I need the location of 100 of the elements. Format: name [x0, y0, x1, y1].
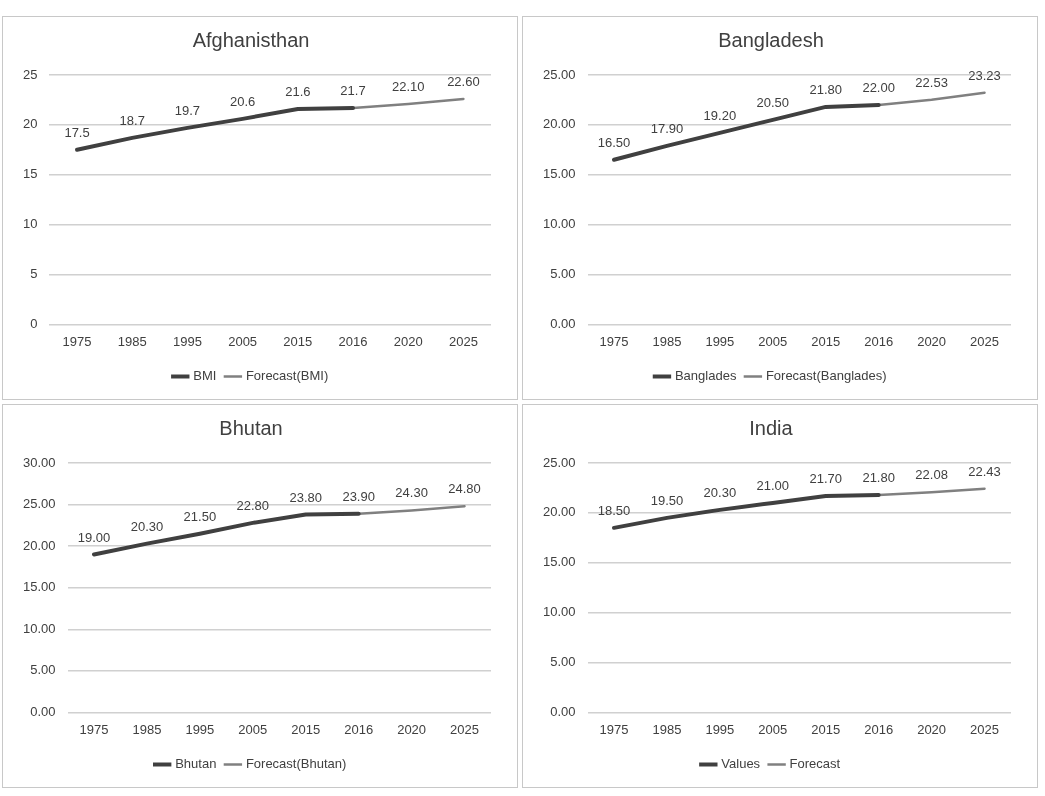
x-tick-label: 1995 [705, 721, 735, 737]
data-label: 24.30 [395, 485, 428, 501]
data-label: 17.90 [650, 120, 684, 136]
y-tick-label: 20.00 [542, 116, 576, 132]
legend-label: Forecast(BMI) [245, 368, 329, 384]
x-tick-label: 1995 [185, 721, 215, 737]
legend-label: Banglades [674, 368, 737, 384]
y-tick-label: 0.00 [30, 703, 56, 719]
data-label: 20.50 [756, 94, 790, 110]
x-tick-label: 2015 [811, 333, 841, 349]
x-tick-label: 2016 [338, 333, 368, 349]
x-tick-label: 1975 [62, 333, 92, 349]
data-label: 22.10 [391, 79, 425, 95]
chart-title: Bhutan [219, 416, 283, 439]
data-label: 21.7 [340, 83, 366, 98]
chart-title: India [749, 416, 794, 439]
data-label: 21.80 [809, 82, 843, 97]
y-tick-label: 15.00 [542, 554, 576, 570]
x-tick-label: 2015 [811, 721, 841, 737]
y-tick-label: 25.00 [542, 454, 576, 470]
y-tick-label: 10 [22, 216, 38, 232]
data-label: 19.00 [77, 529, 111, 545]
x-tick-label: 2015 [283, 333, 313, 349]
data-label: 24.80 [448, 481, 481, 497]
data-label: 19.50 [650, 492, 684, 508]
data-label: 21.80 [862, 470, 895, 485]
data-label: 17.5 [64, 124, 90, 140]
y-tick-label: 15.00 [22, 579, 56, 595]
x-tick-label: 2005 [758, 333, 788, 349]
legend-label: Forecast(Banglades) [765, 368, 887, 384]
y-tick-label: 0.00 [550, 703, 576, 719]
data-label: 21.00 [756, 477, 790, 493]
x-tick-label: 2005 [758, 721, 788, 737]
data-label: 22.80 [236, 497, 270, 513]
x-tick-label: 2005 [228, 333, 258, 349]
x-tick-label: 1985 [117, 333, 147, 349]
y-tick-label: 15 [22, 166, 38, 182]
y-tick-label: 15.00 [542, 166, 576, 182]
data-label: 22.60 [447, 74, 480, 90]
y-tick-label: 25.00 [542, 66, 576, 82]
data-label: 23.23 [968, 67, 1001, 83]
chart-title: Afghanisthan [192, 28, 310, 51]
data-label: 22.08 [915, 467, 948, 483]
x-tick-label: 1985 [652, 721, 682, 737]
y-tick-label: 30.00 [22, 454, 56, 470]
chart-title: Bangladesh [718, 28, 824, 51]
x-tick-label: 1985 [132, 721, 162, 737]
y-tick-label: 20.00 [22, 537, 56, 553]
data-label: 23.80 [289, 489, 323, 505]
x-tick-label: 2015 [291, 721, 321, 737]
x-tick-label: 2016 [864, 721, 894, 737]
y-tick-label: 10.00 [542, 216, 576, 232]
x-tick-label: 1985 [652, 333, 682, 349]
data-label: 19.20 [703, 107, 737, 123]
x-tick-label: 2020 [397, 721, 427, 737]
data-label: 22.53 [915, 74, 948, 90]
data-label: 23.90 [342, 488, 375, 504]
data-label: 22.00 [862, 80, 895, 96]
x-tick-label: 2020 [917, 333, 947, 349]
y-tick-label: 20.00 [542, 504, 576, 520]
x-tick-label: 2025 [450, 721, 479, 737]
x-tick-label: 2016 [344, 721, 374, 737]
data-label: 19.7 [174, 102, 201, 118]
x-tick-label: 2025 [448, 333, 478, 349]
y-tick-label: 5 [30, 266, 38, 282]
data-label: 21.50 [183, 508, 217, 524]
data-label: 16.50 [597, 134, 631, 150]
y-tick-label: 0.00 [550, 315, 576, 331]
legend-label: Forecast [789, 756, 841, 772]
y-tick-label: 20 [22, 116, 38, 132]
x-tick-label: 2025 [970, 333, 999, 349]
legend-label: Bhutan [175, 756, 217, 772]
data-label: 20.30 [703, 484, 737, 500]
x-tick-label: 1975 [599, 333, 629, 349]
y-tick-label: 5.00 [550, 266, 576, 282]
legend-label: Forecast(Bhutan) [245, 756, 347, 772]
data-label: 20.30 [130, 518, 164, 534]
data-label: 22.43 [968, 463, 1001, 479]
y-tick-label: 25 [22, 66, 38, 82]
y-tick-label: 25.00 [22, 496, 56, 512]
legend-label: Values [721, 756, 761, 772]
data-label: 20.6 [229, 93, 256, 109]
data-label: 18.50 [597, 502, 631, 518]
x-tick-label: 1975 [599, 721, 629, 737]
data-label: 21.6 [285, 84, 311, 99]
x-tick-label: 1995 [705, 333, 735, 349]
legend-label: BMI [193, 368, 217, 384]
y-tick-label: 0 [30, 315, 38, 331]
x-tick-label: 2016 [864, 333, 894, 349]
y-tick-label: 5.00 [30, 662, 56, 678]
x-tick-label: 2020 [917, 721, 947, 737]
y-tick-label: 10.00 [542, 604, 576, 620]
x-tick-label: 2025 [970, 721, 999, 737]
data-label: 18.7 [119, 112, 145, 128]
x-tick-label: 1995 [172, 333, 202, 349]
y-tick-label: 10.00 [22, 620, 56, 636]
x-tick-label: 1975 [79, 721, 109, 737]
x-tick-label: 2005 [238, 721, 268, 737]
data-label: 21.70 [809, 471, 843, 486]
y-tick-label: 5.00 [550, 654, 576, 670]
